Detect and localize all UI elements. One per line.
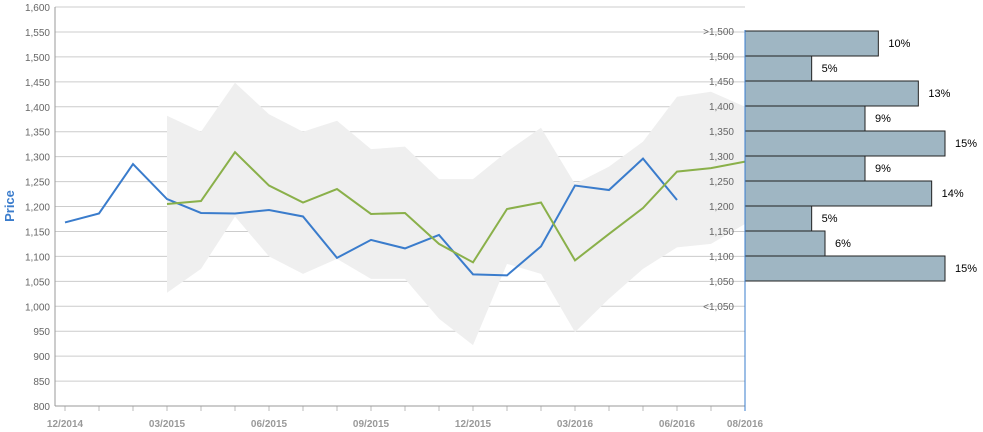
y-tick-label: 1,150 <box>25 227 50 238</box>
x-tick-label: 06/2016 <box>659 419 696 430</box>
bin-label: 1,350 <box>709 127 734 138</box>
bin-label: 1,250 <box>709 177 734 188</box>
bin-label: 1,400 <box>709 102 734 113</box>
distribution-bar <box>744 155 866 182</box>
bin-label: <1,050 <box>703 302 734 313</box>
series-lines <box>64 150 746 277</box>
y-tick-label: 1,500 <box>25 53 50 64</box>
y-tick-label: 1,250 <box>25 178 50 189</box>
y-tick-label: 1,550 <box>25 28 50 39</box>
y-tick-label: 1,000 <box>25 302 50 313</box>
x-tick-label: 03/2015 <box>149 419 186 430</box>
bar-value-label: 5% <box>822 63 838 75</box>
y-tick-label: 1,050 <box>25 277 50 288</box>
bar-value-label: 5% <box>822 213 838 225</box>
bar-value-label: 10% <box>888 38 910 50</box>
distribution-bars: >1,500 10% 1,500 5% 1,450 13% 1,400 9% 1,350 15% 1… <box>703 27 977 313</box>
x-tick-label: 09/2015 <box>353 419 390 430</box>
bin-label: 1,500 <box>709 52 734 63</box>
x-tick-label: 08/2016 <box>727 419 764 430</box>
y-tick-label: 1,300 <box>25 153 50 164</box>
x-tick-label: 06/2015 <box>251 419 288 430</box>
y-tick-label: 900 <box>33 352 50 363</box>
bin-label: 1,300 <box>709 152 734 163</box>
y-tick-label: 800 <box>33 402 50 413</box>
bin-label: 1,150 <box>709 227 734 238</box>
bar-value-label: 15% <box>955 138 977 150</box>
bar-value-label: 9% <box>875 163 891 175</box>
distribution-bar <box>744 180 933 207</box>
y-tick-label: 1,100 <box>25 252 50 263</box>
y-tick-label: 1,400 <box>25 103 50 114</box>
bar-value-label: 15% <box>955 263 977 275</box>
distribution-bar <box>744 205 813 232</box>
bin-label: 1,050 <box>709 277 734 288</box>
y-tick-label: 1,350 <box>25 128 50 139</box>
distribution-bar <box>744 230 826 257</box>
distribution-bar <box>744 30 879 57</box>
x-tick-label: 12/2015 <box>455 419 492 430</box>
forecast-band <box>167 82 745 346</box>
bin-label: >1,500 <box>703 27 734 38</box>
bin-label: 1,100 <box>709 252 734 263</box>
bar-value-label: 14% <box>942 188 964 200</box>
bar-value-label: 9% <box>875 113 891 125</box>
y-axis-label: Price <box>2 190 17 222</box>
series-line-2 <box>166 150 746 264</box>
axes: 800 850 900 950 1,000 1,050 1,100 1,150 1,200 1,2… <box>25 3 764 430</box>
distribution-bar <box>744 255 946 282</box>
x-tick-label: 12/2014 <box>47 419 84 430</box>
bin-label: 1,450 <box>709 77 734 88</box>
distribution-bar <box>744 55 813 82</box>
series-line-1 <box>64 157 678 277</box>
bin-label: 1,200 <box>709 202 734 213</box>
distribution-bar <box>744 105 866 132</box>
y-tick-label: 1,450 <box>25 78 50 89</box>
y-tick-label: 1,600 <box>25 3 50 14</box>
y-tick-label: 1,200 <box>25 203 50 214</box>
distribution-bar <box>744 80 919 107</box>
y-tick-label: 950 <box>33 327 50 338</box>
y-tick-label: 850 <box>33 377 50 388</box>
distribution-bar <box>744 130 946 157</box>
x-tick-label: 03/2016 <box>557 419 594 430</box>
bar-value-label: 6% <box>835 238 851 250</box>
bar-value-label: 13% <box>928 88 950 100</box>
band-area <box>167 82 745 346</box>
